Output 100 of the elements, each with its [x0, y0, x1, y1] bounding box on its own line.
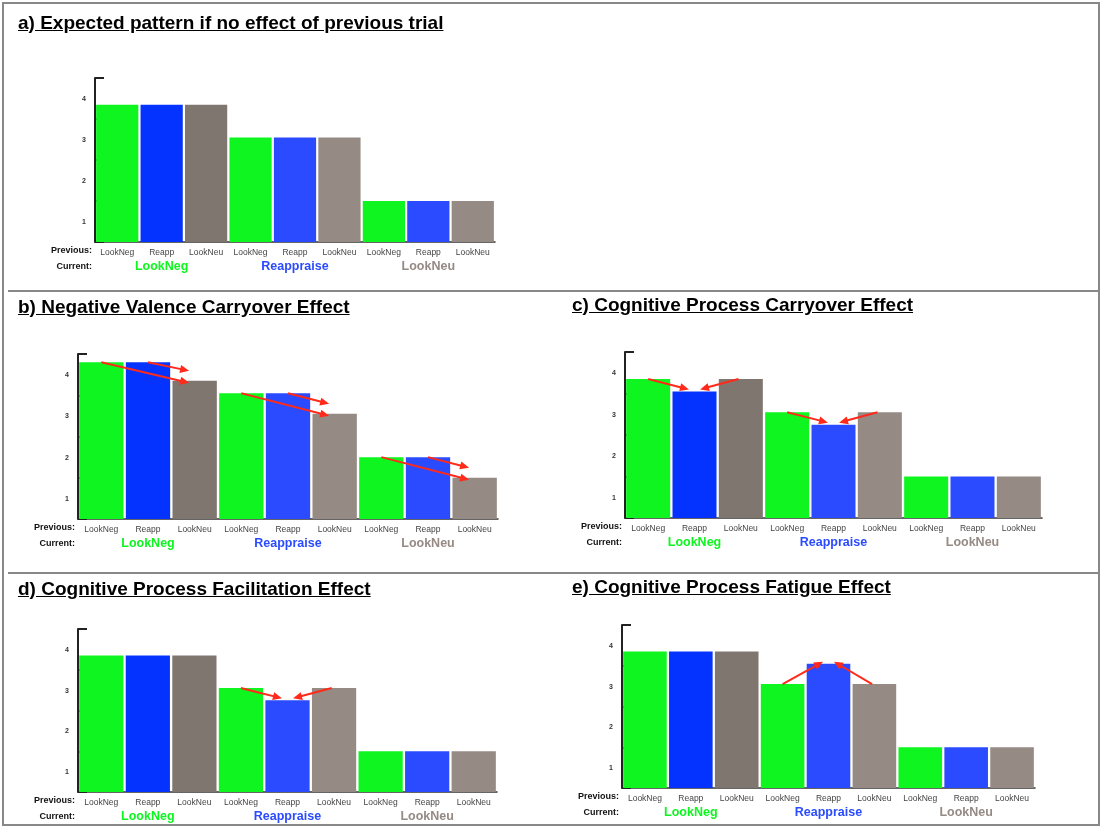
text: Current: [39, 538, 75, 548]
bar [79, 362, 124, 519]
chart-title: a) Expected pattern if no effect of previous trial [18, 12, 444, 34]
bar [405, 457, 451, 519]
bar [990, 747, 1034, 788]
text: LookNeu [401, 536, 455, 550]
text: Current: [39, 811, 75, 821]
x-tick-label: LookNeg [366, 246, 402, 257]
x-tick-label: LookNeg [765, 792, 800, 803]
text: Reappraise [794, 805, 863, 819]
x-tick-label: LookNeg [909, 522, 944, 533]
bar [318, 137, 361, 242]
text: Previous: [577, 791, 619, 801]
bar [996, 476, 1041, 518]
x-tick-label: LookNeu [455, 246, 491, 257]
bar [358, 751, 403, 792]
chart-title: d) Cognitive Process Facilitation Effect [18, 578, 371, 600]
x-tick-label: Reapp [815, 792, 842, 803]
bar [218, 688, 264, 792]
x-tick-label: LookNeu [456, 796, 491, 807]
bar [359, 457, 404, 519]
bar [405, 751, 450, 792]
text: Reappraise [261, 259, 329, 273]
bar [811, 424, 856, 518]
x-tick-label: LookNeu [995, 792, 1030, 803]
x-tick-label: Reapp [275, 523, 301, 534]
text: Previous: [50, 245, 92, 255]
bar [172, 380, 217, 519]
bar [79, 655, 124, 792]
bar [172, 655, 217, 792]
bar [765, 412, 810, 518]
x-tick-label: Reapp [959, 522, 986, 533]
bar [669, 651, 713, 788]
bar [125, 362, 171, 519]
x-tick-label: LookNeu [857, 792, 892, 803]
bar [904, 476, 949, 518]
x-tick-label: LookNeg [631, 522, 666, 533]
x-tick-label: Reapp [415, 246, 442, 257]
text: LookNeg [664, 805, 718, 819]
x-tick-label: Reapp [415, 523, 441, 534]
x-tick-label: LookNeg [363, 796, 398, 807]
x-tick-label: LookNeu [719, 792, 754, 803]
x-tick-label: LookNeg [364, 523, 399, 534]
bar [672, 391, 717, 518]
x-tick-label: Reapp [274, 796, 301, 807]
chart-title: e) Cognitive Process Fatigue Effect [572, 576, 891, 598]
text: LookNeg [121, 809, 175, 823]
x-tick-label: Reapp [681, 522, 708, 533]
bar [229, 137, 272, 242]
bar [944, 747, 988, 788]
text: Current: [56, 261, 92, 271]
x-tick-label: LookNeu [1001, 522, 1037, 533]
bar [714, 651, 759, 788]
bar [718, 378, 763, 518]
text: Reappraise [253, 809, 322, 823]
x-tick-label: LookNeg [627, 792, 663, 803]
bar [623, 651, 667, 788]
text: LookNeu [945, 535, 1000, 549]
x-tick-label: Reapp [678, 792, 704, 803]
text: LookNeu [401, 259, 456, 273]
text: Previous: [33, 522, 75, 532]
chart-title: c) Cognitive Process Carryover Effect [572, 294, 914, 316]
text: Reappraise [799, 535, 868, 549]
x-tick-label: LookNeg [233, 246, 268, 257]
x-tick-label: LookNeu [177, 796, 212, 807]
bar [265, 393, 311, 519]
bar [407, 201, 450, 242]
bar [857, 412, 902, 518]
x-tick-label: Reapp [820, 522, 847, 533]
bar [140, 104, 183, 242]
bar [806, 663, 851, 788]
text: Previous: [33, 795, 75, 805]
text: Current: [583, 807, 619, 817]
x-tick-label: Reapp [149, 246, 175, 257]
bar [452, 477, 497, 519]
x-tick-label: LookNeu [862, 522, 898, 533]
x-tick-label: Reapp [953, 792, 979, 803]
x-tick-label: LookNeg [224, 523, 259, 534]
bar [265, 700, 310, 792]
bar [898, 747, 943, 788]
x-tick-label: LookNeg [770, 522, 805, 533]
bar [760, 684, 805, 788]
bar [273, 137, 317, 242]
bar [451, 751, 496, 792]
bar [125, 655, 170, 792]
bar [312, 413, 357, 519]
x-tick-label: Reapp [414, 796, 440, 807]
x-tick-label: LookNeu [189, 246, 224, 257]
x-tick-label: LookNeg [100, 246, 135, 257]
x-tick-label: LookNeg [223, 796, 259, 807]
x-tick-label: LookNeu [317, 796, 352, 807]
x-tick-label: Reapp [135, 796, 161, 807]
x-tick-label: LookNeg [903, 792, 938, 803]
x-tick-label: LookNeg [84, 796, 119, 807]
x-tick-label: Reapp [282, 246, 308, 257]
bar [852, 684, 897, 788]
text: Current: [586, 537, 622, 547]
text: LookNeu [400, 809, 454, 823]
chart-title: b) Negative Valence Carryover Effect [18, 296, 350, 318]
text: LookNeg [121, 536, 175, 550]
